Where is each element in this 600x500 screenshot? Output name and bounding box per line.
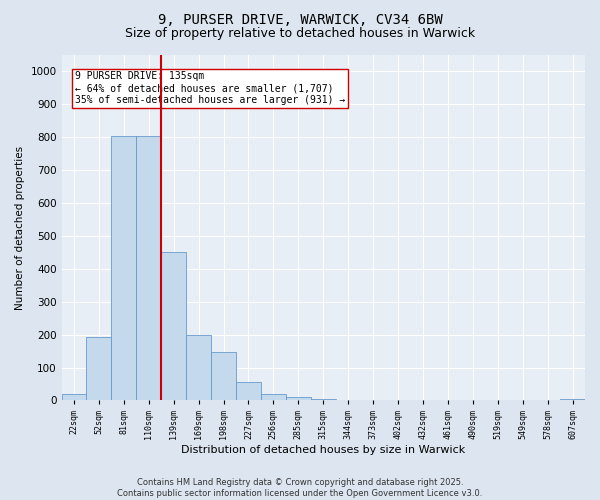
Text: Contains HM Land Registry data © Crown copyright and database right 2025.
Contai: Contains HM Land Registry data © Crown c… <box>118 478 482 498</box>
Bar <box>261 394 286 400</box>
Text: Size of property relative to detached houses in Warwick: Size of property relative to detached ho… <box>125 28 475 40</box>
Bar <box>86 337 112 400</box>
X-axis label: Distribution of detached houses by size in Warwick: Distribution of detached houses by size … <box>181 445 466 455</box>
Text: 9, PURSER DRIVE, WARWICK, CV34 6BW: 9, PURSER DRIVE, WARWICK, CV34 6BW <box>158 12 442 26</box>
Bar <box>136 136 161 400</box>
Bar <box>186 334 211 400</box>
Bar <box>236 382 261 400</box>
Bar <box>62 394 86 400</box>
Bar <box>560 399 585 400</box>
Bar <box>311 399 336 400</box>
Bar <box>112 136 136 400</box>
Bar <box>161 252 186 400</box>
Y-axis label: Number of detached properties: Number of detached properties <box>15 146 25 310</box>
Bar <box>286 397 311 400</box>
Bar <box>211 352 236 401</box>
Text: 9 PURSER DRIVE: 135sqm
← 64% of detached houses are smaller (1,707)
35% of semi-: 9 PURSER DRIVE: 135sqm ← 64% of detached… <box>75 72 346 104</box>
